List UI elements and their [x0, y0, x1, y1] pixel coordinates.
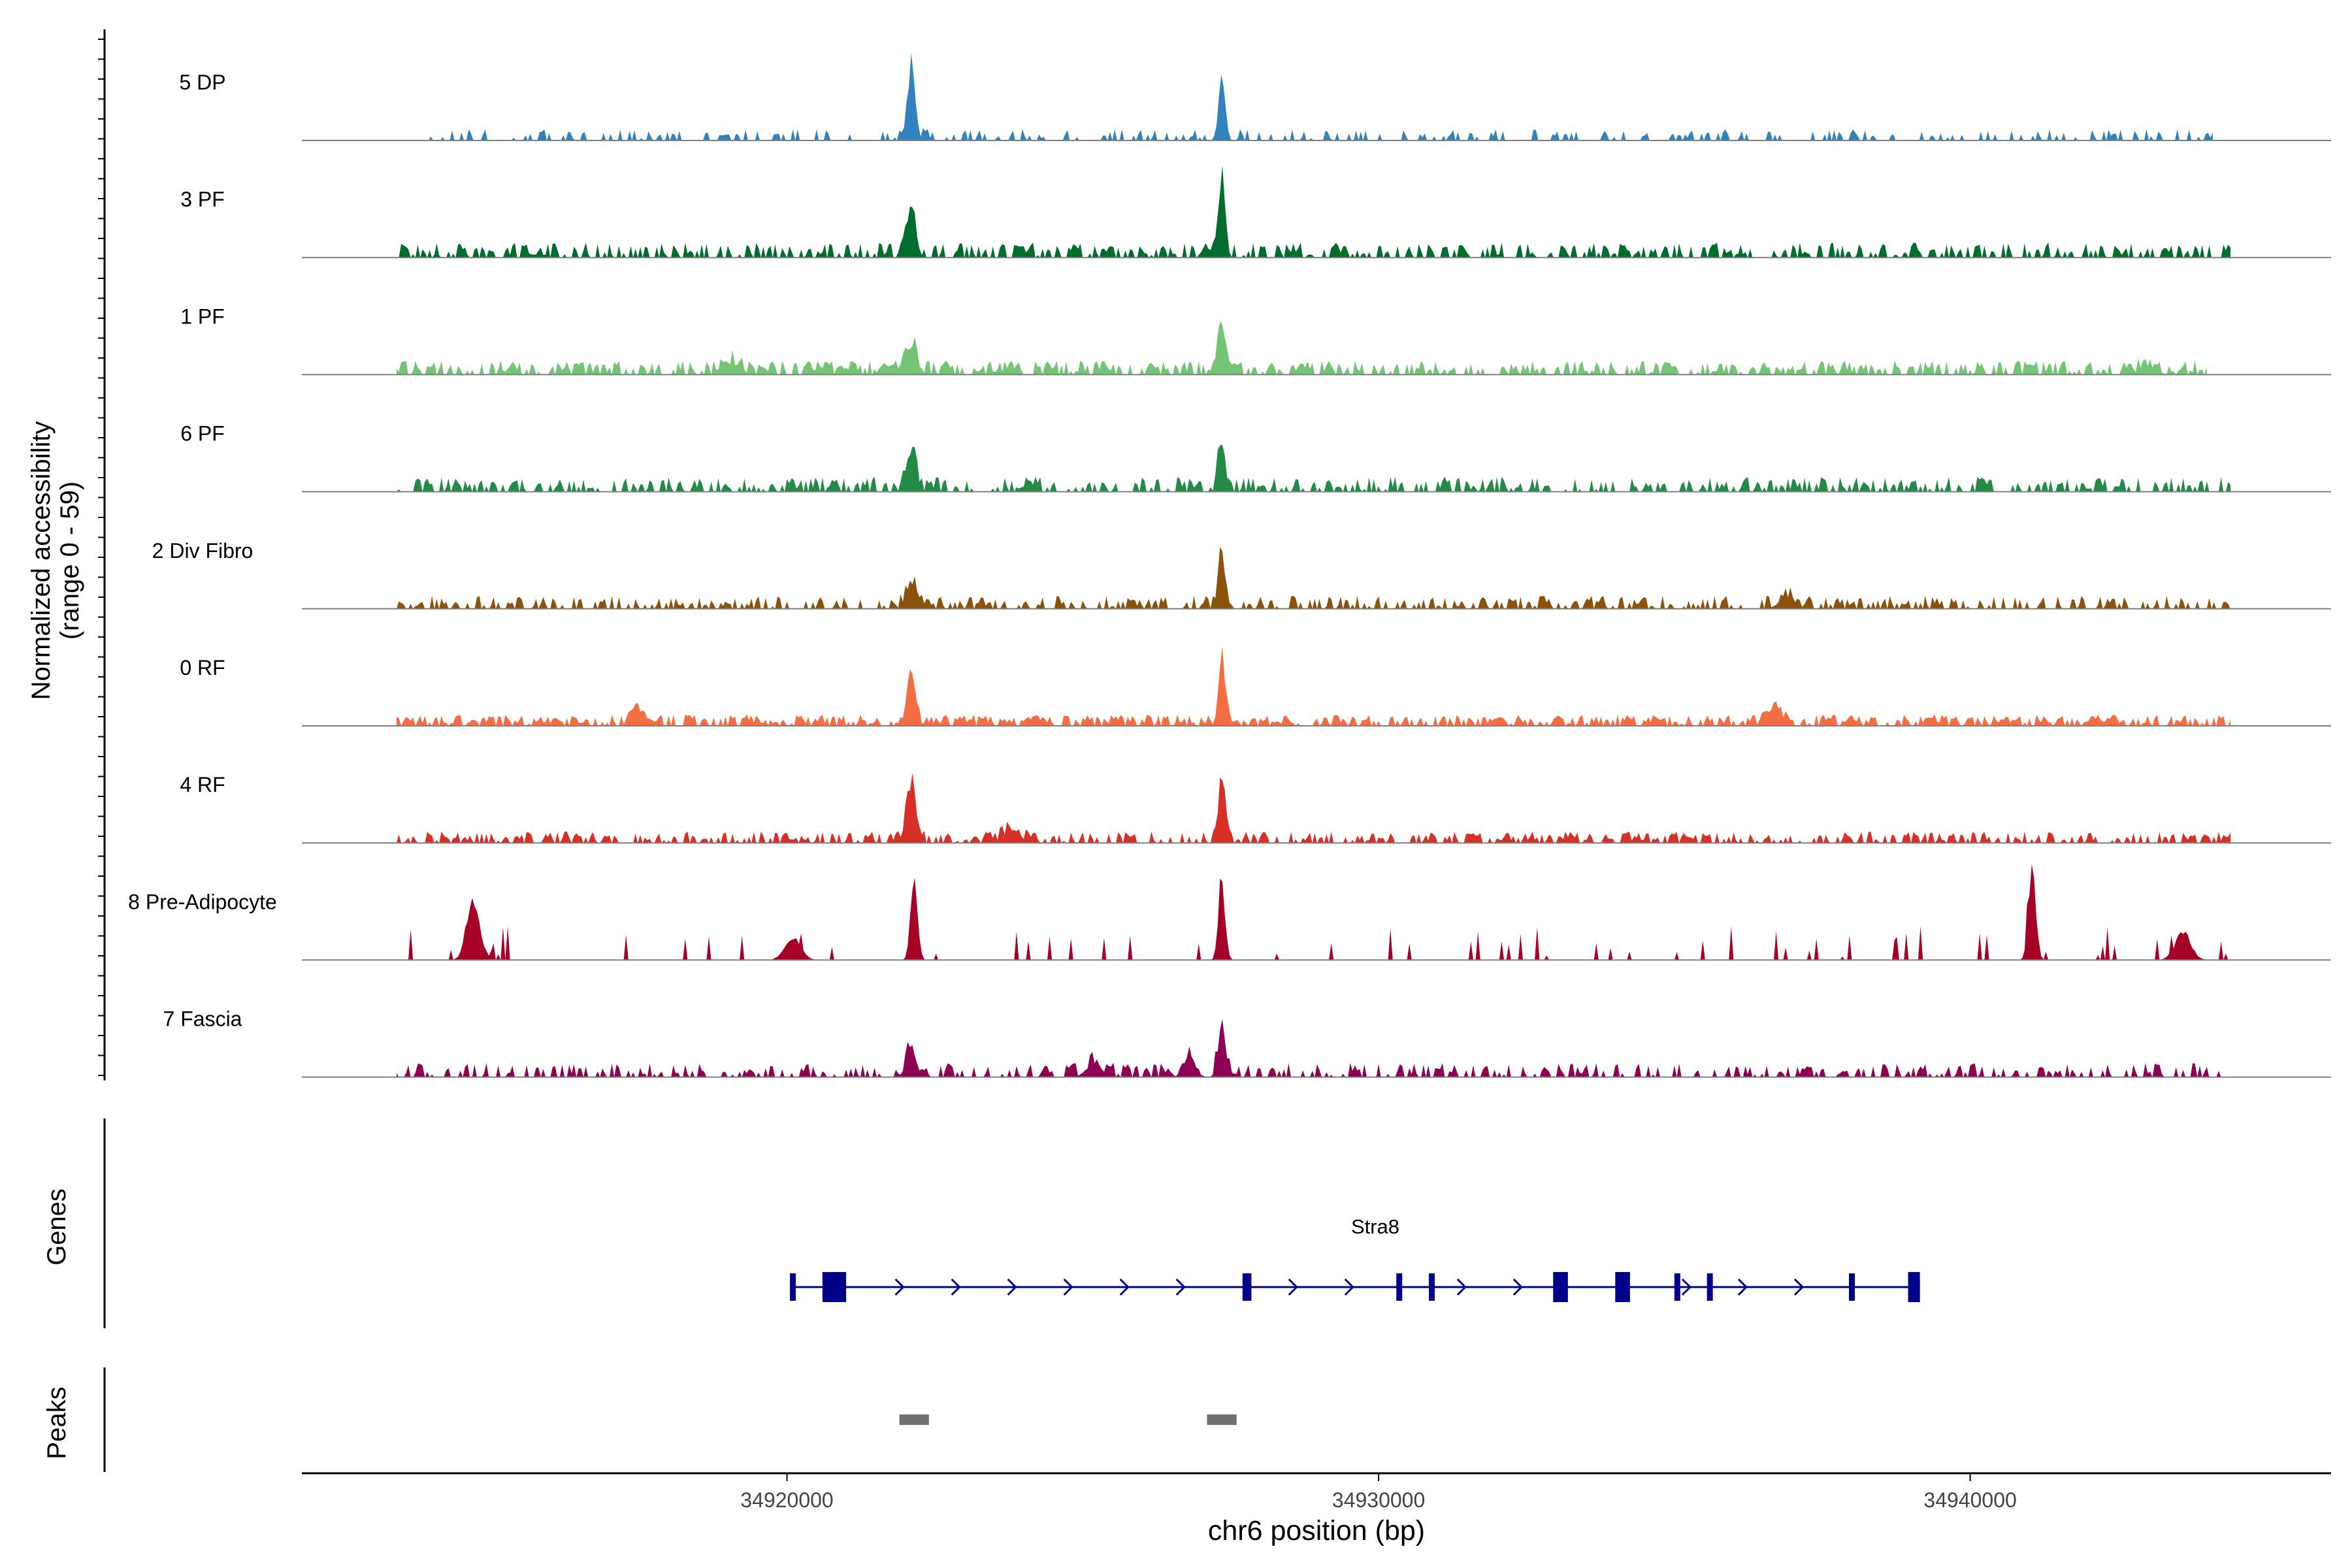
strand-arrow: [1681, 1278, 1692, 1296]
strand-arrow: [1119, 1278, 1130, 1296]
gene-exon: [1848, 1273, 1855, 1301]
strand-arrow: [951, 1278, 961, 1296]
coverage-track: 5 DP: [179, 53, 2331, 141]
peak-region: [1207, 1414, 1237, 1425]
gene-exon: [1396, 1273, 1403, 1301]
track-label: 5 DP: [179, 71, 225, 94]
coverage-area: [396, 321, 2207, 375]
strand-arrow: [1456, 1278, 1467, 1296]
x-tick-label: 34930000: [1332, 1488, 1425, 1512]
strand-arrow: [1288, 1278, 1298, 1296]
coverage-area: [396, 1019, 2231, 1077]
strand-arrow: [1737, 1278, 1748, 1296]
strand-arrow: [1344, 1278, 1354, 1296]
coverage-area: [396, 772, 2231, 843]
track-label: 8 Pre-Adipocyte: [128, 890, 277, 913]
track-label: 7 Fascia: [163, 1007, 242, 1031]
gene-exon: [1242, 1273, 1252, 1301]
coverage-track: 7 Fascia: [163, 1007, 2331, 1078]
track-label: 6 PF: [180, 422, 225, 446]
coverage-track: 0 RF: [180, 646, 2331, 727]
strand-arrow: [1793, 1278, 1805, 1296]
coverage-track: 1 PF: [180, 304, 2331, 376]
coverage-area: [396, 646, 2231, 726]
gene-exon: [1707, 1273, 1713, 1301]
track-label: 0 RF: [180, 656, 225, 679]
gene-exon: [1674, 1273, 1680, 1301]
y-axis-label: Normalized accessibility: [27, 421, 56, 700]
peaks-track-label: Peaks: [42, 1386, 71, 1459]
gene-exon: [790, 1273, 796, 1301]
track-label: 3 PF: [180, 188, 225, 211]
track-label: 2 Div Fibro: [152, 539, 253, 563]
coverage-area: [396, 546, 2231, 609]
gene-name-label: Stra8: [1351, 1215, 1399, 1238]
x-tick-label: 34920000: [740, 1488, 833, 1512]
coverage-area: [396, 165, 2231, 258]
coverage-area: [396, 864, 2231, 960]
coverage-track: 2 Div Fibro: [152, 539, 2331, 610]
coverage-area: [426, 53, 2213, 140]
strand-arrow: [1175, 1278, 1186, 1296]
y-axis-range-label: (range 0 - 59): [56, 482, 84, 640]
gene-exon: [1908, 1272, 1920, 1302]
gene-model: [790, 1272, 1920, 1302]
gene-exon: [822, 1272, 847, 1302]
x-tick-label: 34940000: [1923, 1488, 2016, 1512]
coverage-track: 8 Pre-Adipocyte: [128, 864, 2331, 961]
genes-track-label: Genes: [42, 1188, 71, 1266]
coverage-track: 6 PF: [180, 422, 2331, 493]
gene-exon: [1429, 1273, 1435, 1301]
x-axis-label: chr6 position (bp): [1208, 1515, 1425, 1546]
track-label: 1 PF: [180, 304, 225, 328]
strand-arrow: [894, 1278, 905, 1296]
strand-arrow: [1063, 1278, 1073, 1296]
track-label: 4 RF: [180, 773, 225, 796]
coverage-track: 3 PF: [180, 165, 2331, 259]
strand-arrow: [1512, 1278, 1524, 1296]
strand-arrow: [1007, 1278, 1017, 1296]
coverage-area: [396, 444, 2231, 492]
gene-exon: [1553, 1272, 1568, 1302]
gene-exon: [1615, 1272, 1630, 1302]
peak-region: [899, 1414, 929, 1425]
coverage-track: 4 RF: [180, 772, 2331, 844]
